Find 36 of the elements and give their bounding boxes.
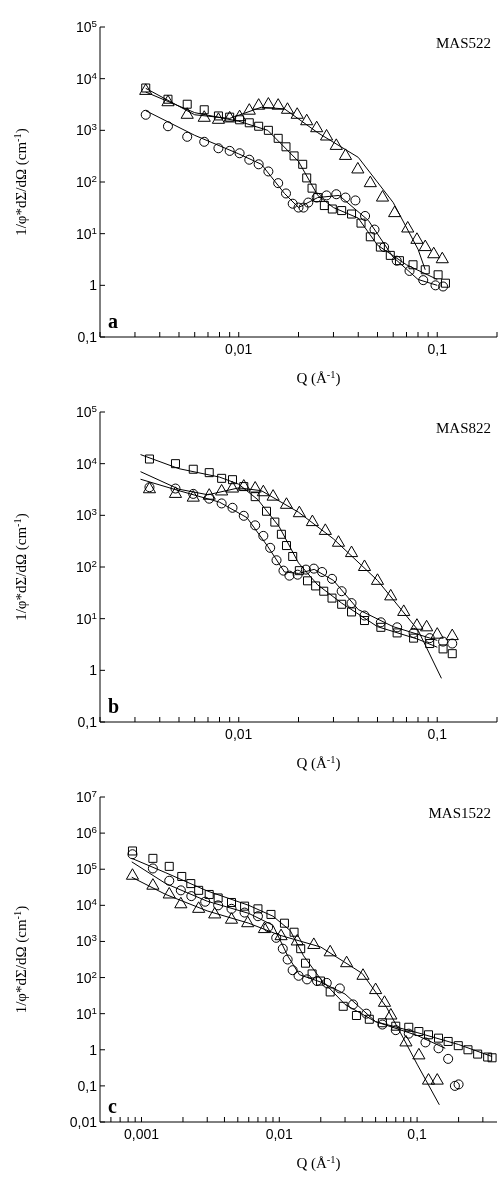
y-tick-label: 10$^{2}$ xyxy=(75,968,97,986)
y-tick-label: 10$^{1}$ xyxy=(75,224,97,242)
x-tick-label: 0,01 xyxy=(265,1126,294,1142)
y-tick-label: 10$^{3}$ xyxy=(75,505,98,524)
y-tick-label: 10$^{6}$ xyxy=(75,823,98,842)
y-tick-label: 10$^{5}$ xyxy=(75,859,98,878)
y-tick-label: 10$^{4}$ xyxy=(75,454,98,472)
y-tick-label: 1 xyxy=(89,662,98,679)
x-tick-label: 0,1 xyxy=(407,1126,428,1142)
x-tick-label: 0,001 xyxy=(123,1126,160,1142)
y-tick-label: 10$^{4}$ xyxy=(75,895,98,914)
x-axis-title: Q (Å$^{-1}$) xyxy=(296,368,341,387)
y-tick-label: 10$^{4}$ xyxy=(75,69,98,87)
annotation: MAS522 xyxy=(435,35,491,52)
y-tick-label: 10$^{1}$ xyxy=(75,1004,97,1022)
x-axis-title: Q (Å$^{-1}$) xyxy=(296,753,341,772)
y-tick-label: 0,01 xyxy=(69,1114,98,1130)
y-tick-label: 10$^{5}$ xyxy=(75,17,98,35)
y-tick-label: 10$^{7}$ xyxy=(75,787,97,805)
y-tick-label: 10$^{5}$ xyxy=(75,402,98,420)
y-tick-label: 10$^{2}$ xyxy=(75,172,97,190)
annotation: MAS1522 xyxy=(428,805,491,822)
annotation: a xyxy=(108,310,118,333)
y-tick-label: 0,1 xyxy=(77,329,98,345)
annotation: c xyxy=(108,1095,117,1118)
y-tick-label: 1 xyxy=(89,277,98,294)
annotation: MAS822 xyxy=(435,420,491,437)
x-axis-title: Q (Å$^{-1}$) xyxy=(296,1153,341,1172)
y-tick-label: 0,1 xyxy=(77,714,98,730)
y-tick-label: 10$^{3}$ xyxy=(75,120,98,139)
y-tick-label: 10$^{1}$ xyxy=(75,609,97,627)
y-tick-label: 10$^{3}$ xyxy=(75,931,98,950)
y-tick-label: 10$^{2}$ xyxy=(75,557,97,575)
y-tick-label: 0,1 xyxy=(77,1077,98,1094)
y-tick-label: 1 xyxy=(89,1041,98,1058)
annotation: b xyxy=(108,695,120,718)
